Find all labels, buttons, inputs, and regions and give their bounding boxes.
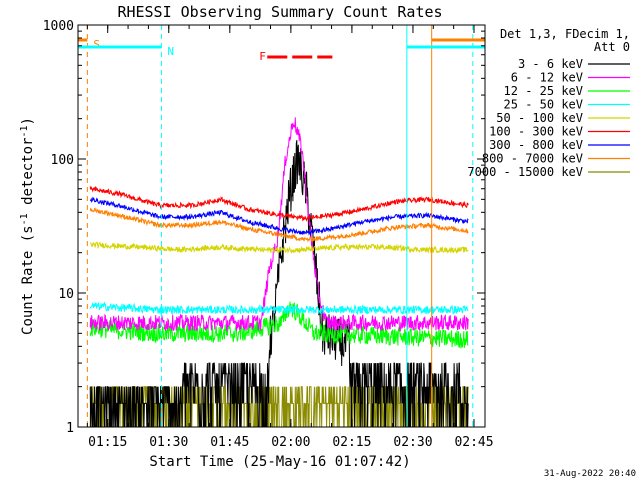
legend-entry-label: 50 - 100 keV (496, 111, 583, 125)
y-axis-label-part1: Count Rate (s (20, 225, 36, 335)
series-line-25-50-kev (89, 301, 469, 316)
plot-frame (77, 24, 486, 428)
x-tick-label: 02:00 (271, 435, 310, 450)
x-axis-label: Start Time (25-May-16 01:07:42) (149, 454, 410, 470)
flags-layer: SN F (78, 25, 485, 427)
series-line-50-100-kev (90, 241, 469, 254)
series-line-100-300-kev (89, 185, 469, 222)
y-axis-label-sup1: -1 (19, 213, 30, 225)
series-line-300-800-kev (89, 196, 469, 236)
y-axis: 1 10 100 1000 (43, 19, 485, 436)
flag-label-f: F (259, 50, 266, 63)
legend-entry-label: 6 - 12 keV (511, 71, 583, 85)
y-axis-label-part3: ) (20, 117, 36, 125)
series-line-6-12-kev (89, 117, 469, 333)
series-line-12-25-kev (89, 301, 469, 349)
y-axis-label-sup2: -1 (19, 125, 30, 137)
series-layer (89, 117, 469, 428)
x-tick-label: 01:45 (210, 435, 249, 450)
series-line-3-6-kev (89, 140, 469, 428)
legend-header-2: Att 0 (594, 40, 630, 54)
legend-entry-label: 800 - 7000 keV (482, 152, 583, 166)
x-tick-label: 01:15 (88, 435, 127, 450)
legend-entry-label: 7000 - 15000 keV (467, 165, 583, 179)
x-tick-label: 02:30 (393, 435, 432, 450)
y-tick-label: 1 (66, 421, 74, 436)
legend-entry-label: 3 - 6 keV (518, 57, 583, 71)
chart-title: RHESSI Observing Summary Count Rates (117, 3, 442, 21)
legend-entry-label: 300 - 800 keV (489, 138, 583, 152)
legend-entry-label: 25 - 50 keV (504, 98, 583, 112)
series-line-800-7000-kev (89, 207, 469, 243)
x-axis: 01:15 01:30 01:45 02:00 02:15 02:30 02:45 (86, 25, 494, 450)
legend-header-1: Det 1,3, FDecim 1, (500, 27, 630, 41)
x-tick-label: 02:15 (332, 435, 371, 450)
x-tick-label: 02:45 (454, 435, 493, 450)
y-tick-label: 100 (51, 153, 74, 168)
flag-label-s: S (93, 38, 100, 51)
y-tick-label: 10 (58, 287, 74, 302)
x-tick-label: 01:30 (149, 435, 188, 450)
y-tick-label: 1000 (43, 19, 74, 34)
flag-label-n: N (167, 45, 174, 58)
legend-entry-label: 12 - 25 keV (504, 84, 583, 98)
y-axis-label: Count Rate (s-1 detector-1) (19, 117, 36, 335)
legend-entry-label: 100 - 300 keV (489, 125, 583, 139)
footer-date: 31-Aug-2022 20:40 (544, 469, 636, 479)
y-axis-label-part2: detector (20, 138, 36, 214)
